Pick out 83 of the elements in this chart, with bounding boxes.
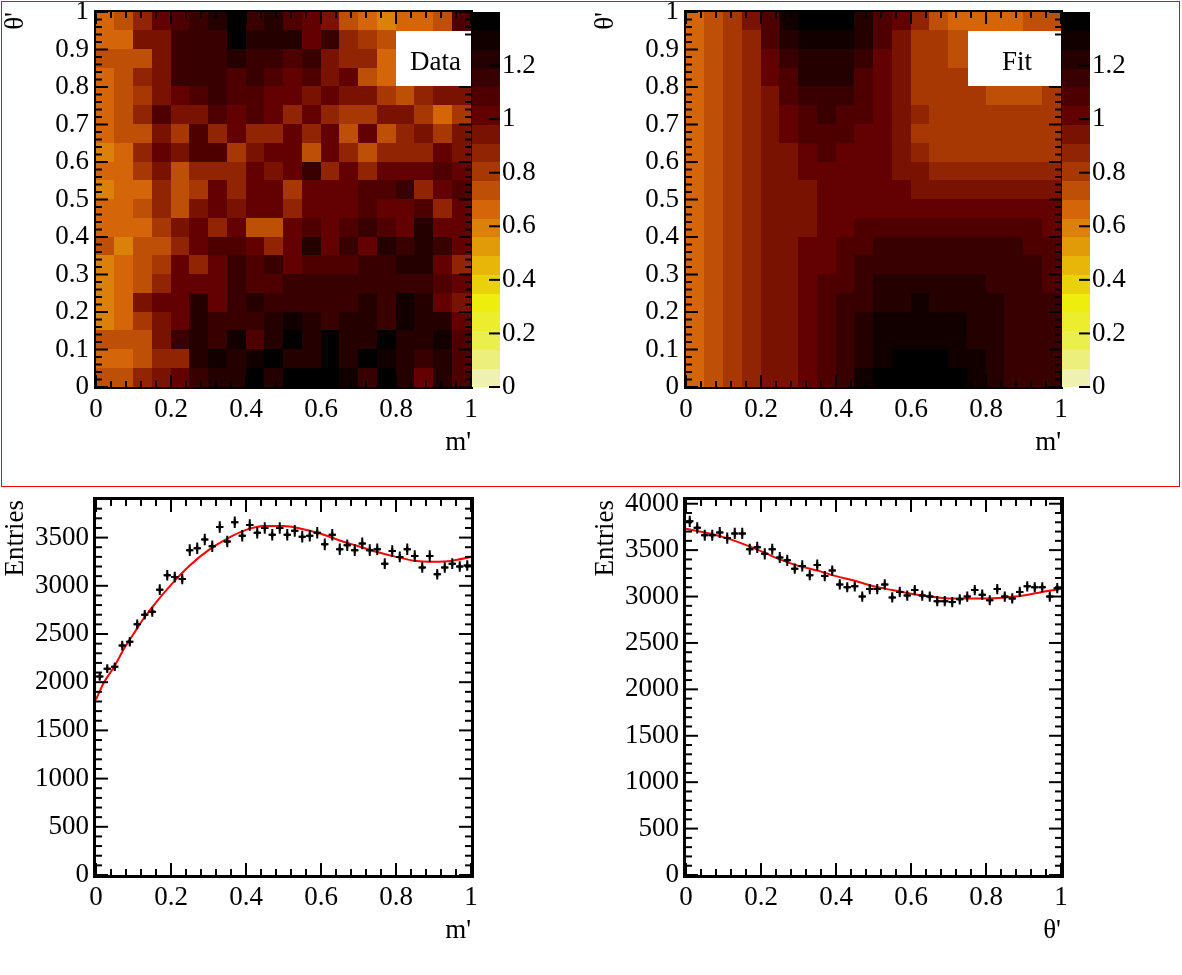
- x-axis-title: m': [445, 913, 471, 944]
- x-tick-label: 1: [1054, 881, 1068, 912]
- y-tick-label: 3000: [35, 568, 89, 599]
- x-tick-label: 0.4: [229, 881, 264, 912]
- color-bar-label: 0.6: [502, 209, 536, 240]
- color-bar-label: 1: [1092, 102, 1106, 133]
- y-tick-label: 2000: [625, 672, 679, 703]
- y-axis-title: Entries: [589, 500, 620, 577]
- text: Fit: [973, 37, 1061, 86]
- x-tick-label: 0.2: [154, 393, 188, 424]
- y-tick-label: 2000: [35, 665, 89, 696]
- x-axis-title: m': [445, 425, 471, 456]
- color-bar-label: 0.8: [502, 155, 536, 186]
- color-bar-label: 0.2: [1092, 316, 1126, 347]
- x-tick-label: 0.2: [154, 881, 188, 912]
- color-bar-label: 0: [1092, 370, 1106, 401]
- y-tick-label: 500: [48, 809, 89, 840]
- x-tick-label: 0.8: [379, 881, 413, 912]
- y-tick-label: 2500: [35, 617, 89, 648]
- color-bar-label: 0.4: [1092, 262, 1127, 293]
- y-tick-label: 1: [75, 0, 89, 26]
- color-bar-label: 0.2: [502, 316, 536, 347]
- x-tick-label: 0.6: [304, 393, 338, 424]
- x-tick-label: 0.4: [229, 393, 264, 424]
- color-bar-label: 0: [502, 370, 516, 401]
- y-tick-label: 0.2: [55, 295, 89, 326]
- x-tick-label: 0.8: [379, 393, 413, 424]
- y-tick-label: 0: [75, 370, 89, 401]
- y-tick-label: 0.3: [645, 257, 679, 288]
- x-tick-label: 1: [1054, 393, 1068, 424]
- x-tick-label: 0.6: [894, 881, 928, 912]
- x-tick-label: 0.8: [969, 881, 1003, 912]
- x-tick-label: 0.6: [894, 393, 928, 424]
- y-tick-label: 0.1: [645, 332, 679, 363]
- color-bar-label: 1: [502, 102, 516, 133]
- y-tick-label: 0.1: [55, 332, 89, 363]
- y-tick-label: 0.6: [645, 145, 679, 176]
- x-tick-label: 0.6: [304, 881, 338, 912]
- text: Data: [400, 37, 471, 86]
- color-bar-label: 1.2: [502, 48, 536, 79]
- y-tick-label: 0.9: [645, 32, 679, 63]
- y-tick-label: 0: [665, 858, 679, 889]
- y-tick-label: 3500: [625, 533, 679, 564]
- y-axis-title: θ': [0, 12, 30, 30]
- x-axis-title: θ': [1043, 913, 1061, 944]
- x-axis-title: m': [1035, 425, 1061, 456]
- y-tick-label: 0.2: [645, 295, 679, 326]
- y-tick-label: 0.9: [55, 32, 89, 63]
- y-tick-label: 1500: [35, 713, 89, 744]
- y-tick-label: 500: [638, 811, 679, 842]
- x-tick-label: 0.4: [819, 393, 854, 424]
- color-bar-label: 1.2: [1092, 48, 1126, 79]
- y-axis-title: Entries: [0, 500, 30, 577]
- color-bar-label: 0.4: [502, 262, 537, 293]
- y-tick-label: 0.5: [645, 182, 679, 213]
- y-tick-label: 0.8: [55, 70, 89, 101]
- y-tick-label: 0.4: [55, 220, 90, 251]
- x-tick-label: 0.4: [819, 881, 854, 912]
- y-axis-title: θ': [589, 12, 620, 30]
- y-tick-label: 0.3: [55, 257, 89, 288]
- y-tick-label: 1000: [625, 765, 679, 796]
- x-tick-label: 1: [464, 393, 478, 424]
- y-tick-label: 2500: [625, 626, 679, 657]
- y-tick-label: 3000: [625, 579, 679, 610]
- y-tick-label: 0.5: [55, 182, 89, 213]
- y-tick-label: 4000: [625, 486, 679, 517]
- x-tick-label: 0.2: [744, 393, 778, 424]
- y-tick-label: 1000: [35, 761, 89, 792]
- y-tick-label: 0.8: [645, 70, 679, 101]
- y-tick-label: 1: [665, 0, 679, 26]
- color-bar-label: 0.6: [1092, 209, 1126, 240]
- x-tick-label: 0.8: [969, 393, 1003, 424]
- y-tick-label: 0: [75, 858, 89, 889]
- y-tick-label: 0: [665, 370, 679, 401]
- x-tick-label: 1: [464, 881, 478, 912]
- y-tick-label: 0.7: [55, 107, 89, 138]
- x-tick-label: 0.2: [744, 881, 778, 912]
- color-bar-label: 0.8: [1092, 155, 1126, 186]
- y-tick-label: 0.6: [55, 145, 89, 176]
- y-tick-label: 0.4: [645, 220, 680, 251]
- y-tick-label: 0.7: [645, 107, 679, 138]
- y-tick-label: 1500: [625, 718, 679, 749]
- y-tick-label: 3500: [35, 520, 89, 551]
